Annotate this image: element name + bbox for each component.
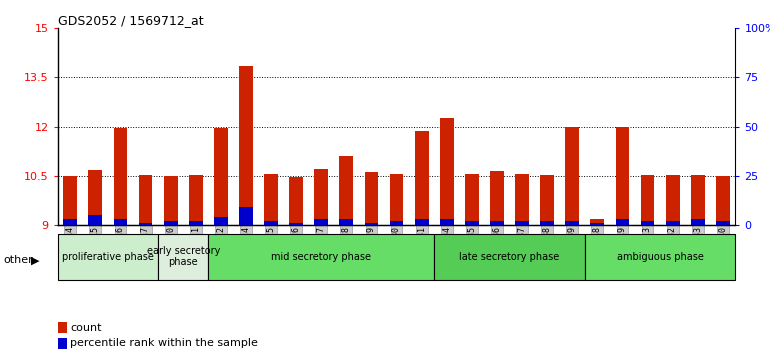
Bar <box>239 66 253 225</box>
Text: count: count <box>70 322 102 332</box>
Bar <box>364 172 378 225</box>
Bar <box>591 223 604 225</box>
Bar <box>164 176 178 225</box>
Bar <box>390 174 403 225</box>
Text: mid secretory phase: mid secretory phase <box>271 252 371 262</box>
Bar <box>189 175 203 225</box>
Bar <box>58 338 66 349</box>
Bar <box>209 234 434 280</box>
Bar <box>415 131 429 225</box>
Bar <box>541 175 554 225</box>
Bar <box>515 221 529 225</box>
Text: other: other <box>4 255 34 265</box>
Bar <box>214 128 228 225</box>
Text: late secretory phase: late secretory phase <box>460 252 560 262</box>
Bar <box>584 234 735 280</box>
Bar <box>565 127 579 225</box>
Bar <box>290 177 303 225</box>
Text: proliferative phase: proliferative phase <box>62 252 154 262</box>
Bar <box>290 223 303 225</box>
Bar <box>58 234 158 280</box>
Bar <box>440 219 454 225</box>
Bar <box>264 174 278 225</box>
Bar <box>264 221 278 225</box>
Bar <box>390 221 403 225</box>
Bar <box>114 128 127 225</box>
Bar <box>89 215 102 225</box>
Bar <box>89 170 102 225</box>
Bar <box>164 221 178 225</box>
Bar <box>716 176 730 225</box>
Bar <box>691 219 705 225</box>
Bar <box>58 322 66 333</box>
Text: percentile rank within the sample: percentile rank within the sample <box>70 338 258 348</box>
Bar <box>434 234 584 280</box>
Bar <box>615 219 629 225</box>
Bar <box>239 207 253 225</box>
Bar <box>541 221 554 225</box>
Bar <box>440 118 454 225</box>
Text: early secretory
phase: early secretory phase <box>146 246 220 268</box>
Bar <box>63 176 77 225</box>
Bar <box>415 219 429 225</box>
Bar <box>139 175 152 225</box>
Bar <box>314 169 328 225</box>
Bar <box>158 234 209 280</box>
Bar <box>364 223 378 225</box>
Bar <box>641 221 654 225</box>
Bar <box>666 175 679 225</box>
Bar <box>63 219 77 225</box>
Bar <box>340 156 353 225</box>
Bar <box>139 223 152 225</box>
Bar <box>565 221 579 225</box>
Bar <box>314 219 328 225</box>
Text: ▶: ▶ <box>31 255 39 265</box>
Bar <box>691 175 705 225</box>
Bar <box>340 219 353 225</box>
Bar <box>490 171 504 225</box>
Bar <box>666 221 679 225</box>
Bar <box>591 219 604 225</box>
Bar <box>641 175 654 225</box>
Bar <box>716 221 730 225</box>
Bar <box>189 221 203 225</box>
Bar <box>515 174 529 225</box>
Bar <box>465 221 479 225</box>
Bar <box>465 174 479 225</box>
Bar <box>490 221 504 225</box>
Text: ambiguous phase: ambiguous phase <box>617 252 704 262</box>
Bar <box>114 219 127 225</box>
Bar <box>615 127 629 225</box>
Bar <box>214 217 228 225</box>
Text: GDS2052 / 1569712_at: GDS2052 / 1569712_at <box>58 14 203 27</box>
